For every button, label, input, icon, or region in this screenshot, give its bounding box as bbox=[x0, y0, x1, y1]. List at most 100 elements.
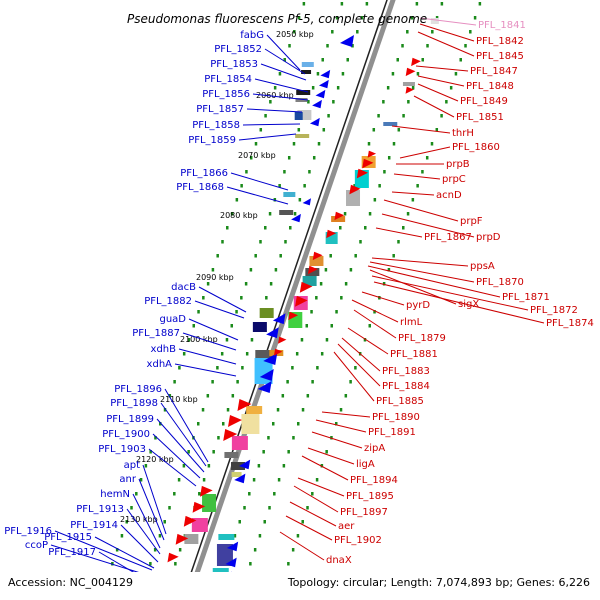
tick-dot bbox=[235, 198, 239, 202]
forward-arrow bbox=[266, 327, 279, 339]
tick-dot bbox=[373, 310, 376, 314]
tick-dot bbox=[339, 408, 343, 412]
tick-dot bbox=[235, 310, 238, 314]
tick-dot bbox=[383, 170, 386, 174]
tick-dot bbox=[273, 86, 277, 90]
tick-dot bbox=[324, 268, 328, 272]
tick-dot bbox=[278, 72, 282, 76]
tick-dot bbox=[206, 394, 210, 398]
leader-line bbox=[417, 83, 459, 102]
forward-arrow bbox=[257, 381, 272, 393]
gene-box bbox=[230, 462, 245, 470]
tick-dot bbox=[478, 2, 482, 6]
tick-dot bbox=[416, 184, 419, 188]
tick-dot bbox=[236, 380, 239, 384]
tick-dot bbox=[279, 254, 282, 258]
tick-dot bbox=[296, 534, 300, 538]
kbp-tick-label: 2080 kbp bbox=[220, 211, 258, 220]
tick-dot bbox=[340, 2, 344, 6]
gene-box bbox=[252, 322, 267, 332]
reverse-arrow bbox=[367, 150, 377, 158]
tick-dot bbox=[230, 324, 234, 328]
gene-label-left: guaD bbox=[159, 314, 186, 325]
leader-line bbox=[246, 108, 303, 113]
gene-label-left: PFL_1868 bbox=[176, 182, 224, 193]
gene-box bbox=[224, 452, 239, 458]
tick-dot bbox=[401, 44, 404, 48]
gene-label-right: rlmL bbox=[400, 317, 423, 328]
tick-dot bbox=[139, 478, 143, 482]
gene-label-left: PFL_1887 bbox=[132, 328, 180, 339]
tick-dot bbox=[368, 324, 372, 328]
forward-arrow bbox=[309, 117, 320, 127]
gene-box bbox=[331, 216, 346, 222]
tick-dot bbox=[301, 520, 304, 524]
gene-label-right: PFL_1867 bbox=[424, 232, 472, 243]
gene-label-left: hemN bbox=[100, 489, 130, 500]
gene-label-right: aer bbox=[338, 521, 355, 532]
tick-dot bbox=[259, 240, 262, 244]
tick-dot bbox=[288, 44, 291, 48]
tick-dot bbox=[307, 100, 310, 104]
tick-dot bbox=[406, 30, 409, 34]
kbp-tick-label: 2090 kbp bbox=[196, 273, 234, 282]
gene-label-right: PFL_1851 bbox=[456, 112, 504, 123]
tick-dot bbox=[372, 128, 376, 132]
reverse-arrow bbox=[349, 184, 361, 195]
gene-label-right: PFL_1847 bbox=[470, 66, 518, 77]
leader-line bbox=[369, 261, 475, 283]
tick-dot bbox=[445, 100, 448, 104]
tick-dot bbox=[144, 464, 148, 468]
leader-line bbox=[142, 464, 167, 535]
tick-dot bbox=[287, 450, 290, 454]
gene-box bbox=[279, 210, 294, 215]
backbone-line bbox=[194, 0, 396, 572]
leader-line bbox=[347, 327, 389, 355]
tick-dot bbox=[254, 254, 257, 258]
reverse-arrow bbox=[405, 86, 414, 94]
leader-line bbox=[417, 31, 475, 57]
gene-label-right: PFL_1884 bbox=[382, 381, 430, 392]
tick-dot bbox=[416, 72, 420, 76]
genome-summary-text: Topology: circular; Length: 7,074,893 bp… bbox=[287, 576, 590, 589]
reverse-arrow bbox=[278, 336, 287, 344]
leader-line bbox=[353, 309, 397, 339]
tick-dot bbox=[202, 478, 206, 482]
leader-line bbox=[383, 199, 459, 222]
gene-box bbox=[430, 18, 439, 24]
gene-label-right: PFL_1894 bbox=[350, 475, 398, 486]
tick-dot bbox=[396, 58, 399, 62]
reverse-arrow bbox=[356, 168, 369, 179]
tick-dot bbox=[233, 534, 237, 538]
leader-line bbox=[238, 133, 297, 141]
tick-dot bbox=[202, 296, 205, 300]
tick-dot bbox=[344, 394, 348, 398]
tick-dot bbox=[319, 282, 323, 286]
leader-line bbox=[182, 332, 237, 351]
tick-dot bbox=[315, 478, 319, 482]
gene-label-right: PFL_1897 bbox=[340, 507, 388, 518]
reverse-arrow bbox=[192, 501, 206, 513]
gene-box bbox=[218, 534, 235, 540]
gene-label-right: PFL_1842 bbox=[476, 36, 524, 47]
reverse-arrow bbox=[223, 429, 238, 441]
gene-box bbox=[191, 518, 208, 532]
forward-arrow bbox=[259, 369, 274, 381]
gene-box bbox=[283, 192, 296, 197]
tick-dot bbox=[402, 226, 405, 230]
tick-dot bbox=[211, 268, 215, 272]
forward-arrow bbox=[272, 313, 286, 325]
forward-arrow bbox=[238, 459, 251, 470]
reverse-arrow bbox=[167, 552, 179, 563]
tick-dot bbox=[407, 100, 410, 104]
gene-box bbox=[296, 90, 311, 95]
tick-dot bbox=[250, 338, 254, 342]
tick-dot bbox=[353, 184, 356, 188]
gene-label-right: PFL_1895 bbox=[346, 491, 394, 502]
leader-line bbox=[178, 348, 237, 365]
tick-dot bbox=[174, 562, 177, 566]
gene-label-right: PFL_1890 bbox=[372, 412, 420, 423]
backbone-edge bbox=[190, 0, 388, 572]
tick-dot bbox=[325, 338, 329, 342]
gene-box bbox=[309, 256, 324, 266]
